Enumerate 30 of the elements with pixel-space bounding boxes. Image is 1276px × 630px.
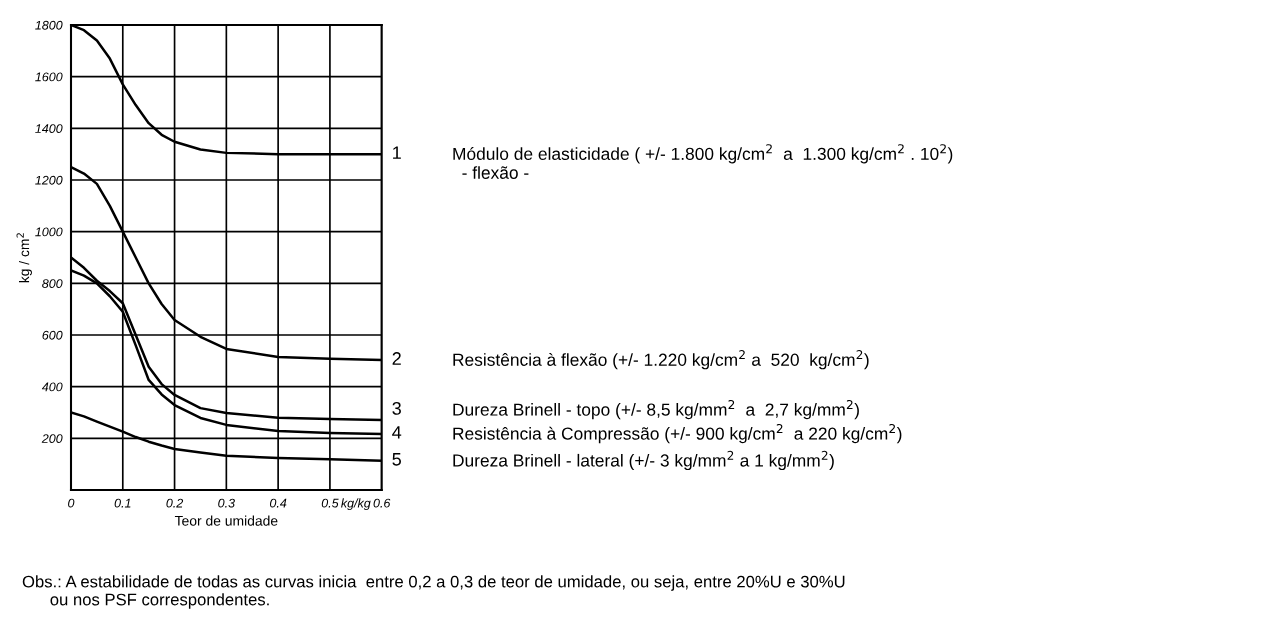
series-label: 1 (393, 146, 401, 159)
x-tick-label: 0.3 (218, 498, 235, 508)
text: Resistência à Compressão (+/- 900 kg/cm$^{2}$ a 220 kg/cm$^{2}$) (453, 423, 902, 444)
series-label: 3 (392, 402, 401, 415)
text: Módulo de elasticidade ( +/- 1.800 kg/cm$^{2}$ a 1.300 kg/cm$^{2}$ . 10$^{2}$) - flexão - (453, 144, 953, 179)
text: Resistência à flexão (+/- 1.220 kg/cm$^{2}$ a 520 kg/cm$^{2}$) (453, 350, 869, 370)
text: Dureza Brinell - lateral (+/- 3 kg/mm$^{2}$ a 1 kg/mm$^{2}$) (453, 450, 834, 471)
y-tick-label: 1800 (35, 20, 63, 30)
x-tick-label: 0.4 (269, 498, 287, 508)
text: kg/kg (341, 498, 371, 510)
y-tick-label: 1200 (35, 175, 63, 185)
y-tick-label: 1400 (35, 124, 63, 133)
y-tick-label: 200 (41, 434, 63, 443)
series-label: 4 (392, 426, 402, 439)
y-tick-label: 800 (42, 279, 63, 288)
text: Dureza Brinell - topo (+/- 8,5 kg/mm$^{2}$ a 2,7 kg/mm$^{2}$) (453, 399, 859, 420)
y-tick-label: 600 (42, 330, 63, 340)
text: Obs.: A estabilidade de todas as curvas inicia entre 0,2 a 0,3 de teor de umidade, ou seja, entre 20%U e 30%U ou nos PSF correspondentes. (22, 575, 845, 609)
x-tick-label: 0.6 (373, 498, 391, 508)
x-tick-label: 0 (68, 498, 75, 508)
y-tick-label: 1600 (35, 72, 63, 82)
x-tick-label: 0.2 (166, 498, 184, 508)
x-tick-label: 0.5 (321, 498, 339, 508)
series-label: 2 (392, 352, 401, 365)
series-label: 5 (392, 453, 401, 466)
y-axis-title: kg / cm$^{2}$ (16, 233, 32, 283)
x-axis-title: Teor de umidade (174, 515, 278, 526)
y-tick-label: 1000 (35, 227, 63, 237)
y-tick-label: 400 (41, 382, 63, 392)
x-tick-label: 0.1 (114, 498, 131, 508)
